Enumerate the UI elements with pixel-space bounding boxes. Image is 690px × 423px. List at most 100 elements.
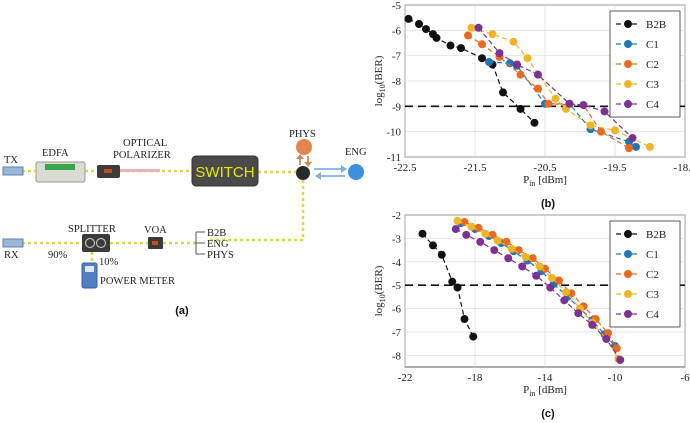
x-axis-label-c: Pin [dBm] bbox=[523, 384, 567, 398]
legend-label: C1 bbox=[646, 39, 659, 51]
data-point-c3 bbox=[509, 37, 518, 46]
phys-label: PHYS bbox=[289, 129, 316, 140]
y-axis-label-c: log10(BER) bbox=[373, 265, 387, 316]
data-point-c2 bbox=[474, 223, 483, 232]
data-point-c4 bbox=[534, 70, 542, 79]
rx-box bbox=[2, 238, 24, 248]
polarizer-label: POLARIZER bbox=[113, 150, 171, 161]
x-tick-label: -22.5 bbox=[394, 162, 417, 174]
data-point-c3 bbox=[562, 288, 570, 297]
rx-label: RX bbox=[4, 250, 19, 261]
y-tick-label: -8 bbox=[392, 76, 402, 88]
x-tick-label: -22 bbox=[398, 372, 413, 384]
data-point-c1 bbox=[632, 142, 640, 151]
polarizer-fiber-pink bbox=[120, 169, 160, 172]
y-tick-label: -5 bbox=[392, 280, 402, 292]
data-point-c3 bbox=[646, 142, 654, 151]
y-tick-label: -4 bbox=[392, 257, 402, 269]
splitter-coil-2 bbox=[95, 237, 107, 249]
legend-label: C2 bbox=[646, 269, 659, 281]
splitter-label: SPLITTER bbox=[68, 224, 116, 235]
panel-a-diagram: TX EDFA OPTICAL POLARIZER SWITCH PHYS EN… bbox=[2, 129, 367, 317]
data-point-c4 bbox=[462, 230, 471, 239]
edfa-label: EDFA bbox=[42, 148, 69, 159]
voa-label: VOA bbox=[144, 225, 167, 236]
branch-phys-label: PHYS bbox=[207, 250, 234, 261]
data-point-b2b bbox=[422, 25, 430, 34]
polarizer-led bbox=[104, 169, 112, 173]
data-point-b2b bbox=[448, 277, 457, 286]
arrow-phys-up-head bbox=[296, 154, 304, 159]
data-point-c4 bbox=[474, 23, 483, 32]
panel-a-caption: (a) bbox=[175, 305, 189, 317]
y-tick-label: -6 bbox=[392, 304, 402, 316]
pct-90-label: 90% bbox=[48, 250, 68, 261]
arrow-phys-down-head bbox=[304, 162, 312, 167]
data-point-c2 bbox=[597, 127, 605, 136]
legend-label: C2 bbox=[646, 59, 659, 71]
legend-label: C1 bbox=[646, 249, 659, 261]
data-point-c4 bbox=[495, 49, 504, 58]
y-tick-label: -8 bbox=[392, 350, 402, 362]
data-point-c3 bbox=[611, 126, 619, 135]
power-meter-label: POWER METER bbox=[100, 276, 175, 287]
data-point-c3 bbox=[467, 23, 476, 32]
data-point-c2 bbox=[514, 246, 523, 255]
eng-node bbox=[348, 164, 364, 180]
data-point-b2b bbox=[415, 20, 423, 28]
data-point-c3 bbox=[493, 236, 502, 245]
data-point-c4 bbox=[504, 254, 513, 263]
legend-box bbox=[609, 220, 681, 328]
data-point-c3 bbox=[523, 54, 532, 63]
data-point-c4 bbox=[602, 334, 611, 343]
legend-marker bbox=[624, 270, 632, 278]
legend-marker bbox=[624, 250, 632, 258]
series-line-c4 bbox=[478, 27, 633, 139]
y-tick-label: -10 bbox=[386, 127, 401, 139]
data-point-b2b bbox=[469, 332, 478, 341]
tx-box bbox=[2, 166, 24, 176]
series-b2b bbox=[404, 14, 539, 127]
y-tick-label: -3 bbox=[392, 233, 402, 245]
legend-b: B2B C1 C2 C3 C4 bbox=[609, 10, 681, 118]
legend-marker bbox=[624, 230, 632, 238]
data-point-c4 bbox=[616, 355, 625, 364]
data-point-c4 bbox=[518, 262, 527, 271]
data-point-c1 bbox=[485, 58, 493, 66]
data-point-b2b bbox=[457, 44, 465, 53]
data-point-c4 bbox=[565, 99, 574, 108]
data-point-c3 bbox=[521, 253, 530, 262]
legend-marker bbox=[624, 310, 632, 318]
data-point-c4 bbox=[588, 320, 597, 329]
data-point-b2b bbox=[437, 250, 446, 259]
data-point-b2b bbox=[429, 241, 437, 250]
x-tick-label: -19.5 bbox=[604, 162, 627, 174]
switch-box bbox=[191, 155, 259, 187]
panel-c-caption: (c) bbox=[541, 408, 555, 420]
data-point-c3 bbox=[481, 229, 490, 238]
switch-node bbox=[296, 166, 310, 180]
x-tick-label: -21.5 bbox=[464, 162, 487, 174]
data-point-c2 bbox=[544, 99, 553, 108]
x-tick-label: -6 bbox=[680, 372, 690, 384]
voa-led bbox=[152, 241, 158, 245]
legend-label: C3 bbox=[646, 79, 659, 91]
legend-marker bbox=[624, 60, 632, 68]
optical-label: OPTICAL bbox=[123, 138, 167, 149]
branch-b2b-label: B2B bbox=[207, 228, 226, 239]
series-line-c4 bbox=[455, 228, 621, 361]
edfa-display bbox=[45, 164, 75, 170]
data-point-c3 bbox=[453, 216, 462, 225]
legend-box bbox=[609, 10, 681, 118]
tx-label: TX bbox=[4, 155, 18, 166]
x-tick-label: -18 bbox=[468, 372, 483, 384]
series-b2b bbox=[418, 229, 478, 341]
data-point-b2b bbox=[453, 283, 462, 292]
legend-marker bbox=[624, 20, 632, 28]
legend-label: C4 bbox=[646, 99, 659, 111]
data-point-c3 bbox=[535, 262, 544, 271]
y-tick-label: -5 bbox=[392, 0, 402, 12]
y-tick-label: -9 bbox=[392, 101, 402, 113]
data-point-b2b bbox=[530, 118, 539, 127]
